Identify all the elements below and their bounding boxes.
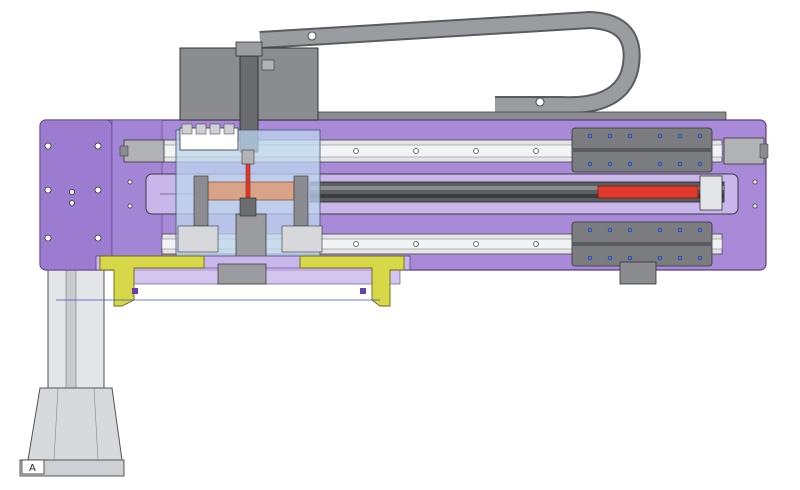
motor-housing	[179, 41, 319, 153]
lower-right-carriage	[571, 221, 713, 267]
upper-right-carriage	[571, 127, 713, 173]
left-gripper-bracket	[99, 255, 205, 307]
valve-block	[179, 123, 239, 151]
actuator-end-cap	[699, 175, 723, 211]
right-gripper-bracket	[299, 255, 405, 307]
support-column	[19, 267, 125, 477]
left-marker	[132, 288, 138, 294]
red-actuator-cylinder	[597, 185, 699, 199]
beam-holes	[44, 142, 758, 242]
view-label-text: A	[29, 463, 36, 474]
view-label-a: A	[21, 459, 45, 475]
left-end-stop	[119, 139, 165, 163]
vertical-piston	[239, 149, 257, 217]
right-end-stop	[723, 137, 769, 165]
right-bottom-bracket	[619, 261, 657, 285]
cable-chain	[259, 11, 641, 115]
right-marker	[360, 288, 366, 294]
